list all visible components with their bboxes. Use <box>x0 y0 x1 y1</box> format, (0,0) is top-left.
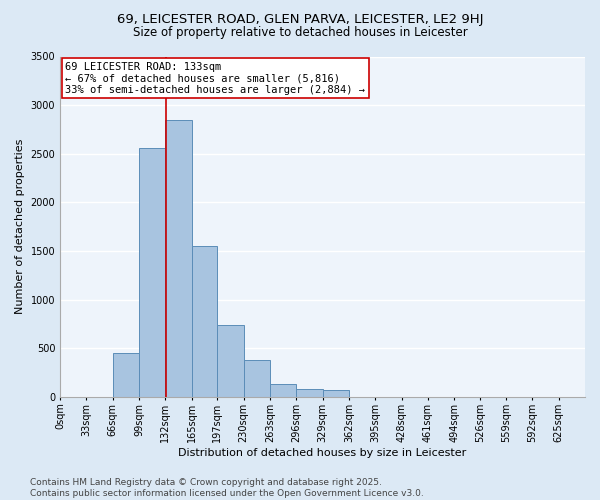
Text: 69 LEICESTER ROAD: 133sqm
← 67% of detached houses are smaller (5,816)
33% of se: 69 LEICESTER ROAD: 133sqm ← 67% of detac… <box>65 62 365 95</box>
Bar <box>244 360 270 397</box>
Bar <box>270 384 296 397</box>
Y-axis label: Number of detached properties: Number of detached properties <box>15 139 25 314</box>
Bar <box>217 324 244 397</box>
Text: Size of property relative to detached houses in Leicester: Size of property relative to detached ho… <box>133 26 467 39</box>
Bar <box>323 390 349 397</box>
X-axis label: Distribution of detached houses by size in Leicester: Distribution of detached houses by size … <box>178 448 467 458</box>
Bar <box>192 246 217 397</box>
Text: 69, LEICESTER ROAD, GLEN PARVA, LEICESTER, LE2 9HJ: 69, LEICESTER ROAD, GLEN PARVA, LEICESTE… <box>117 12 483 26</box>
Bar <box>139 148 166 397</box>
Bar <box>113 352 139 397</box>
Bar <box>166 120 192 397</box>
Bar <box>296 389 323 397</box>
Text: Contains HM Land Registry data © Crown copyright and database right 2025.
Contai: Contains HM Land Registry data © Crown c… <box>30 478 424 498</box>
